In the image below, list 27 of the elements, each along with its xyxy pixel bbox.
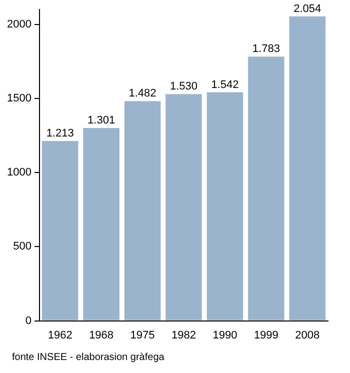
- x-tick-label: 1999: [254, 329, 278, 342]
- bar: [83, 128, 120, 320]
- bar: [289, 16, 326, 320]
- bar: [206, 92, 244, 320]
- data-label: 1.530: [170, 80, 198, 93]
- data-label: 2.054: [294, 2, 322, 15]
- data-label: 1.213: [46, 128, 74, 140]
- y-tick-label: 1500: [6, 92, 32, 105]
- y-tick-label: 2000: [6, 18, 32, 30]
- bar: [166, 94, 202, 320]
- bar: [42, 141, 78, 320]
- x-tick-label: 2008: [295, 329, 320, 342]
- x-tick-label: 1982: [171, 329, 196, 342]
- x-tick-label: 1990: [212, 329, 238, 342]
- bar: [248, 56, 284, 320]
- data-label: 1.783: [252, 43, 280, 56]
- data-label: 1.301: [88, 114, 116, 127]
- source-note: fonte INSEE - elaborasion gràfega: [12, 352, 164, 363]
- x-tick-label: 1968: [89, 329, 114, 342]
- y-tick-label: 1000: [6, 166, 32, 179]
- x-tick-label: 1975: [130, 329, 155, 342]
- y-tick-label: 0: [25, 314, 32, 327]
- data-label: 1.482: [128, 88, 156, 100]
- bar: [124, 101, 161, 320]
- x-tick-label: 1962: [48, 329, 72, 342]
- data-label: 1.542: [211, 78, 239, 91]
- y-tick-label: 500: [13, 240, 32, 253]
